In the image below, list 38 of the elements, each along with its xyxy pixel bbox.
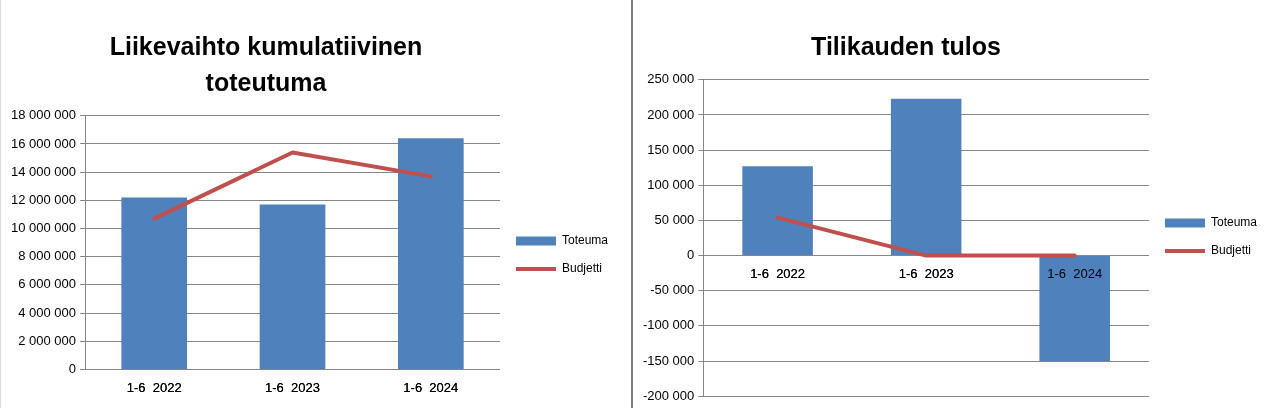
y-tick-label: 6 000 000 bbox=[18, 276, 77, 292]
bar bbox=[742, 166, 813, 256]
x-tick-label: 1-6 2024 bbox=[403, 379, 459, 395]
bar bbox=[397, 138, 464, 369]
y-tick-label: -200 000 bbox=[642, 387, 695, 403]
bar bbox=[121, 197, 188, 369]
y-tick-label: 50 000 bbox=[654, 212, 695, 227]
legend-label: Toteuma bbox=[1210, 215, 1258, 230]
y-tick-label: 4 000 000 bbox=[18, 304, 77, 320]
y-tick-label: 200 000 bbox=[647, 106, 695, 122]
bar bbox=[259, 204, 326, 369]
y-tick-label: -100 000 bbox=[642, 317, 695, 333]
y-tick-label: 150 000 bbox=[647, 141, 695, 157]
y-tick-label: 12 000 000 bbox=[10, 191, 77, 207]
x-tick-label: 1-6 2023 bbox=[265, 379, 320, 395]
y-tick-label: 10 000 000 bbox=[10, 220, 77, 236]
chart-title: Tilikauden tulos bbox=[810, 31, 1002, 62]
x-tick-label: 1-6 2023 bbox=[898, 265, 954, 281]
y-tick-label: 0 bbox=[687, 247, 695, 263]
x-tick-label: 1-6 2022 bbox=[126, 379, 182, 395]
y-tick-label: 2 000 000 bbox=[18, 332, 77, 348]
y-tick-label: 100 000 bbox=[647, 176, 695, 192]
y-tick-label: 16 000 000 bbox=[10, 135, 77, 151]
y-tick-label: 18 000 000 bbox=[10, 107, 77, 123]
bar bbox=[1039, 256, 1110, 362]
legend-label: Toteuma bbox=[561, 233, 609, 248]
legend-label: Budjetti bbox=[1210, 243, 1252, 258]
y-tick-label: 8 000 000 bbox=[18, 248, 77, 264]
legend-label: Budjetti bbox=[561, 261, 603, 276]
chart-title: Liikevaihto kumulatiivinen toteutuma bbox=[108, 31, 424, 98]
x-tick-label: 1-6 2024 bbox=[1047, 265, 1103, 281]
y-tick-label: 0 bbox=[68, 360, 77, 376]
y-tick-label: -50 000 bbox=[650, 282, 695, 298]
y-tick-label: 250 000 bbox=[647, 71, 695, 87]
y-tick-label: 14 000 000 bbox=[10, 163, 77, 179]
bar bbox=[890, 98, 962, 256]
y-tick-label: -150 000 bbox=[642, 352, 695, 368]
x-tick-label: 1-6 2022 bbox=[750, 265, 806, 281]
